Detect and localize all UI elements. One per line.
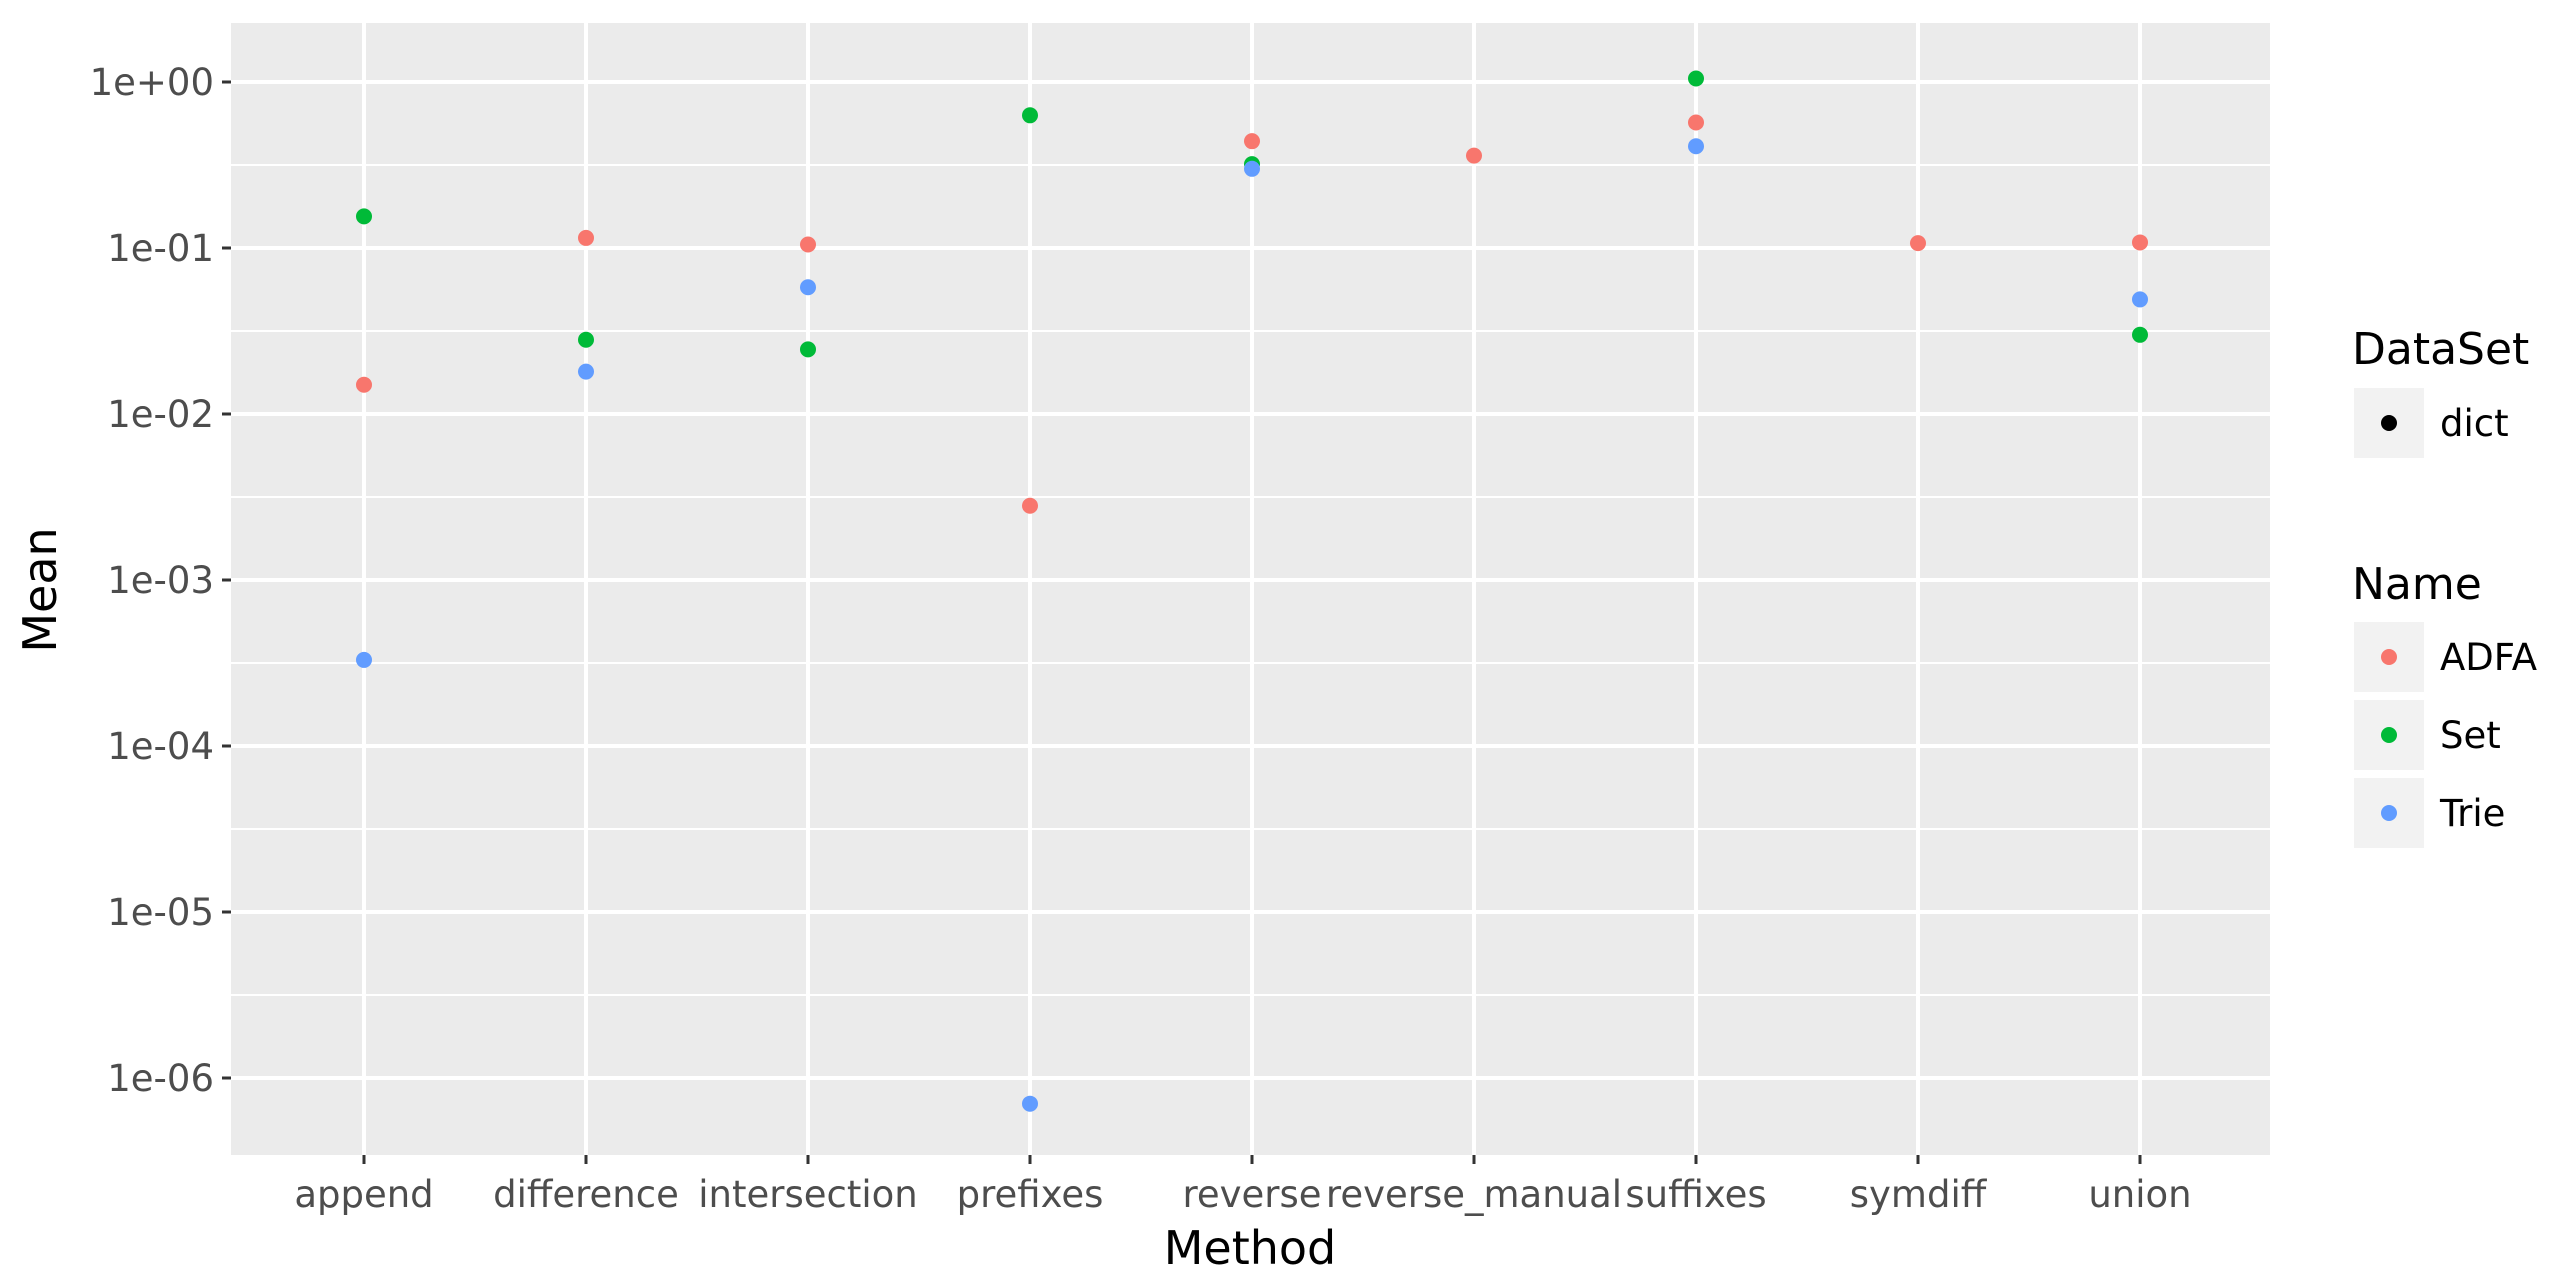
legend-label: ADFA (2440, 636, 2537, 679)
y-tick-label: 1e-05 (107, 891, 214, 934)
y-axis-title: Mean (13, 527, 67, 652)
grid-lines (231, 23, 2270, 1155)
data-point-adfa-reverse (1244, 133, 1260, 150)
data-point-adfa-difference (578, 229, 594, 246)
y-tick-label: 1e-02 (107, 393, 214, 436)
y-tick-label: 1e-04 (107, 725, 214, 768)
data-point-trie-prefixes (1022, 1095, 1038, 1112)
y-tick-label: 1e-01 (107, 227, 214, 270)
data-points (356, 70, 2148, 1112)
legend-title: Name (2352, 559, 2482, 610)
x-axis-title: Method (1164, 1221, 1337, 1275)
data-point-set-union (2132, 326, 2148, 343)
data-point-adfa-symdiff (1910, 235, 1926, 252)
legend-label: Set (2440, 714, 2501, 757)
legend-key (2381, 727, 2397, 743)
data-point-set-prefixes (1022, 107, 1038, 124)
x-axis: append difference intersection prefixes reve… (294, 1155, 2192, 1216)
data-point-trie-suffixes (1688, 138, 1704, 155)
x-tick-label: intersection (698, 1173, 917, 1216)
legend-key (2381, 805, 2397, 821)
data-point-adfa-append (356, 376, 372, 393)
x-tick-label: union (2088, 1173, 2191, 1216)
data-point-set-append (356, 208, 372, 225)
y-tick-label: 1e-06 (107, 1057, 214, 1100)
x-tick-label: difference (493, 1173, 679, 1216)
data-point-set-intersection (800, 341, 816, 358)
legend-label: Trie (2439, 792, 2505, 835)
x-tick-label: symdiff (1850, 1173, 1988, 1216)
data-point-trie-intersection (800, 279, 816, 296)
data-point-trie-reverse (1244, 160, 1260, 177)
x-tick-label: append (294, 1173, 433, 1216)
x-tick-label: reverse_manual (1326, 1173, 1622, 1216)
data-point-set-suffixes (1688, 70, 1704, 87)
data-point-trie-append (356, 651, 372, 668)
y-tick-label: 1e+00 (90, 61, 214, 104)
x-tick-label: suffixes (1625, 1173, 1766, 1216)
y-tick-label: 1e-03 (107, 559, 214, 602)
legend-key (2381, 415, 2397, 431)
data-point-adfa-prefixes (1022, 497, 1038, 514)
legend-key (2381, 649, 2397, 665)
x-tick-label: prefixes (957, 1173, 1104, 1216)
data-point-trie-difference (578, 363, 594, 380)
legend-label: dict (2440, 402, 2509, 445)
data-point-adfa-suffixes (1688, 114, 1704, 131)
data-point-trie-union (2132, 291, 2148, 308)
x-tick-label: reverse (1182, 1173, 1321, 1216)
legend-title: DataSet (2352, 324, 2529, 375)
data-point-set-difference (578, 331, 594, 348)
y-axis: 1e+00 1e-01 1e-02 1e-03 1e-04 1e-05 1e-06 (90, 61, 231, 1100)
legend: DataSet dict Name ADFA Set Trie (2352, 324, 2537, 848)
data-point-adfa-intersection (800, 236, 816, 253)
data-point-adfa-reverse_manual (1466, 147, 1482, 164)
data-point-adfa-union (2132, 234, 2148, 251)
